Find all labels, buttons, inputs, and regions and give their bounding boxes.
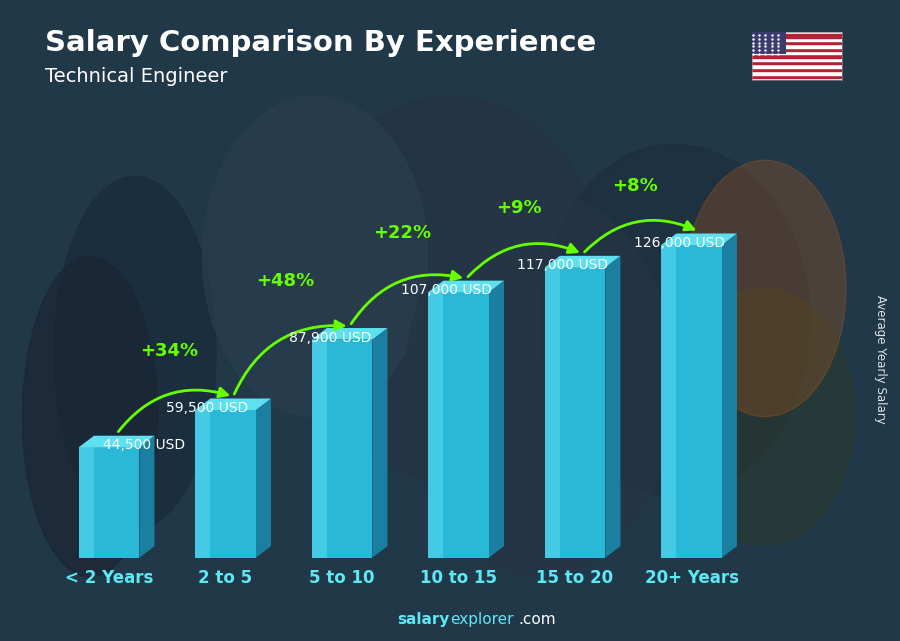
- Polygon shape: [428, 292, 444, 558]
- Bar: [752, 32, 786, 54]
- Text: +8%: +8%: [612, 177, 658, 195]
- Polygon shape: [428, 292, 489, 558]
- Polygon shape: [79, 447, 140, 558]
- Bar: [752, 74, 842, 78]
- Polygon shape: [311, 340, 373, 558]
- Polygon shape: [79, 436, 155, 447]
- Text: .com: .com: [518, 612, 556, 627]
- Text: explorer: explorer: [450, 612, 514, 627]
- Bar: [752, 44, 842, 47]
- Polygon shape: [311, 340, 327, 558]
- Text: 126,000 USD: 126,000 USD: [634, 236, 725, 250]
- Text: Average Yearly Salary: Average Yearly Salary: [874, 295, 886, 423]
- Ellipse shape: [405, 192, 675, 577]
- Polygon shape: [256, 399, 271, 558]
- Polygon shape: [195, 399, 271, 410]
- Text: +9%: +9%: [496, 199, 541, 217]
- Text: Salary Comparison By Experience: Salary Comparison By Experience: [45, 29, 596, 57]
- Bar: [752, 68, 842, 71]
- Polygon shape: [195, 410, 211, 558]
- Polygon shape: [544, 256, 620, 267]
- Polygon shape: [311, 328, 388, 340]
- Ellipse shape: [22, 256, 158, 577]
- Polygon shape: [544, 267, 606, 558]
- Polygon shape: [662, 245, 722, 558]
- Ellipse shape: [54, 176, 216, 529]
- Polygon shape: [140, 436, 155, 558]
- Polygon shape: [606, 256, 620, 558]
- Text: 117,000 USD: 117,000 USD: [518, 258, 608, 272]
- Polygon shape: [195, 410, 256, 558]
- Bar: [752, 34, 842, 38]
- Bar: [752, 51, 842, 54]
- Bar: [752, 71, 842, 74]
- Polygon shape: [544, 267, 560, 558]
- Polygon shape: [79, 447, 94, 558]
- Bar: [752, 54, 842, 58]
- Text: salary: salary: [398, 612, 450, 627]
- Text: +48%: +48%: [256, 272, 315, 290]
- Polygon shape: [662, 233, 737, 245]
- Text: Technical Engineer: Technical Engineer: [45, 67, 228, 87]
- Bar: [752, 65, 842, 68]
- Text: 44,500 USD: 44,500 USD: [103, 438, 185, 453]
- Bar: [752, 61, 842, 65]
- Text: 107,000 USD: 107,000 USD: [400, 283, 492, 297]
- Polygon shape: [662, 245, 677, 558]
- Ellipse shape: [540, 144, 810, 497]
- Bar: [752, 41, 842, 44]
- Ellipse shape: [684, 160, 846, 417]
- Text: +22%: +22%: [373, 224, 431, 242]
- Bar: [752, 38, 842, 41]
- Polygon shape: [722, 233, 737, 558]
- Ellipse shape: [202, 96, 428, 417]
- Ellipse shape: [675, 288, 855, 545]
- Text: 87,900 USD: 87,900 USD: [289, 331, 371, 345]
- Text: 59,500 USD: 59,500 USD: [166, 401, 248, 415]
- Polygon shape: [373, 328, 388, 558]
- Bar: [752, 47, 842, 51]
- Polygon shape: [489, 281, 504, 558]
- Polygon shape: [428, 281, 504, 292]
- Text: +34%: +34%: [140, 342, 198, 360]
- Bar: [752, 58, 842, 61]
- Ellipse shape: [292, 96, 608, 481]
